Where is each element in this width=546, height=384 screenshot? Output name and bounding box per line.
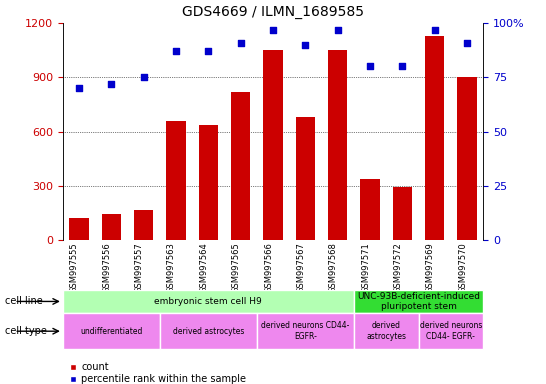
Text: cell line: cell line <box>5 296 43 306</box>
Text: GSM997570: GSM997570 <box>458 243 467 293</box>
Text: GSM997567: GSM997567 <box>296 243 305 293</box>
Legend: count, percentile rank within the sample: count, percentile rank within the sample <box>68 362 246 384</box>
Point <box>107 81 116 87</box>
Point <box>236 40 245 46</box>
Point <box>301 42 310 48</box>
Text: derived astrocytes: derived astrocytes <box>173 327 244 336</box>
Bar <box>263 50 283 240</box>
Point <box>333 26 342 33</box>
Text: GSM997571: GSM997571 <box>361 243 370 293</box>
Bar <box>102 214 121 240</box>
Text: UNC-93B-deficient-induced
pluripotent stem: UNC-93B-deficient-induced pluripotent st… <box>357 292 480 311</box>
Bar <box>69 218 88 240</box>
Bar <box>354 290 483 313</box>
Bar <box>63 290 354 313</box>
Bar <box>257 313 354 349</box>
Point <box>139 74 148 80</box>
Text: embryonic stem cell H9: embryonic stem cell H9 <box>155 297 262 306</box>
Text: GSM997557: GSM997557 <box>135 243 144 293</box>
Text: undifferentiated: undifferentiated <box>80 327 143 336</box>
Bar <box>458 77 477 240</box>
Text: GSM997564: GSM997564 <box>199 243 209 293</box>
Bar <box>360 179 379 240</box>
Text: GSM997566: GSM997566 <box>264 243 273 293</box>
Text: derived neurons CD44-
EGFR-: derived neurons CD44- EGFR- <box>261 321 349 341</box>
Text: GSM997568: GSM997568 <box>329 243 337 293</box>
Point <box>430 26 439 33</box>
Bar <box>63 313 160 349</box>
Point <box>366 63 375 70</box>
Point <box>398 63 407 70</box>
Text: GSM997563: GSM997563 <box>167 243 176 293</box>
Text: GSM997565: GSM997565 <box>232 243 241 293</box>
Text: cell type: cell type <box>5 326 48 336</box>
Text: GSM997556: GSM997556 <box>102 243 111 293</box>
Point <box>75 85 84 91</box>
Title: GDS4669 / ILMN_1689585: GDS4669 / ILMN_1689585 <box>182 5 364 19</box>
Text: GSM997569: GSM997569 <box>426 243 435 293</box>
Bar <box>231 92 251 240</box>
Text: GSM997555: GSM997555 <box>70 243 79 293</box>
Text: GSM997572: GSM997572 <box>393 243 402 293</box>
Point <box>462 40 471 46</box>
Text: derived
astrocytes: derived astrocytes <box>366 321 406 341</box>
Bar <box>167 121 186 240</box>
Bar <box>160 313 257 349</box>
Bar <box>419 313 483 349</box>
Bar <box>328 50 347 240</box>
Point <box>269 26 277 33</box>
Bar <box>134 210 153 240</box>
Bar <box>295 117 315 240</box>
Bar <box>354 313 419 349</box>
Text: derived neurons
CD44- EGFR-: derived neurons CD44- EGFR- <box>420 321 482 341</box>
Point <box>204 48 213 54</box>
Bar <box>199 125 218 240</box>
Bar <box>425 36 444 240</box>
Point <box>171 48 180 54</box>
Bar <box>393 187 412 240</box>
